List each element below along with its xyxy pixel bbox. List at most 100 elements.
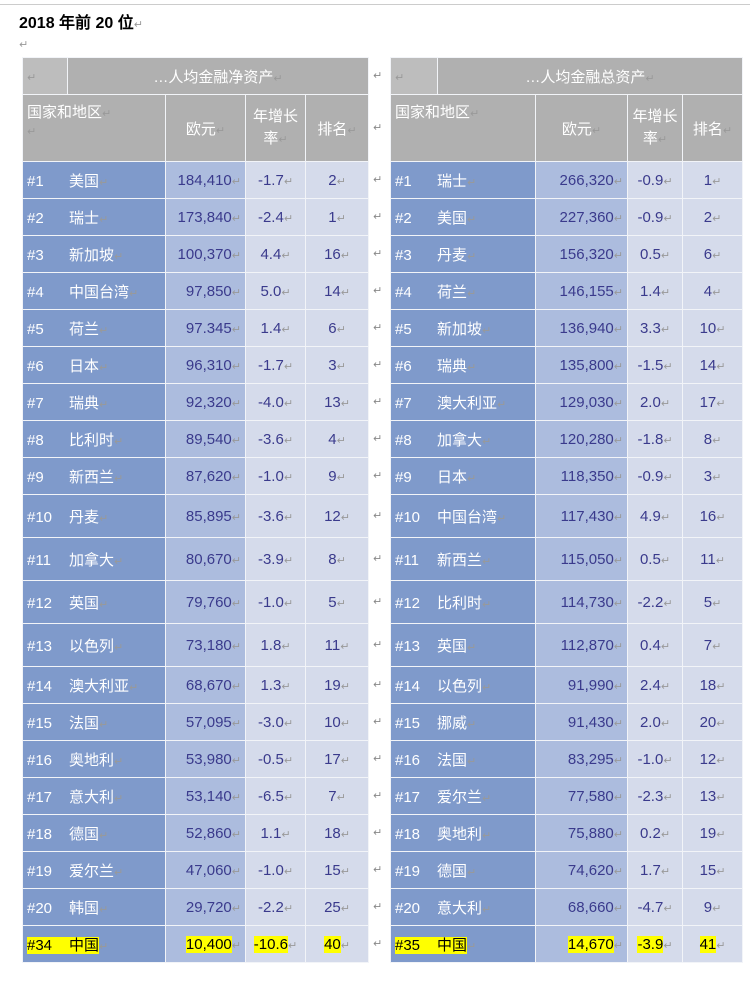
rank-cell: 8↵ xyxy=(681,420,744,458)
row-end-mark-icon: ↵ xyxy=(373,639,383,651)
country-cell: #16 法国↵ xyxy=(390,740,536,778)
country-cell: #17 意大利↵ xyxy=(22,777,166,815)
country-cell: #4 荷兰↵ xyxy=(390,272,536,310)
country-cell: #12 英国↵ xyxy=(22,580,166,624)
table-row: #1 瑞士↵ 266,320↵ -0.9↵ 1↵ xyxy=(390,161,744,199)
row-end-mark-icon: ↵ xyxy=(373,790,383,802)
position: #13 xyxy=(27,637,53,655)
country-cell: #10 丹麦↵ xyxy=(22,494,166,538)
row-end-mark-icon: ↵ xyxy=(373,679,383,691)
country-name: 意大利 xyxy=(437,899,483,917)
country-cell: #14 以色列↵ xyxy=(390,666,536,704)
growth-cell: -1.7↵ xyxy=(245,161,306,199)
rank-cell: 40↵ xyxy=(304,925,370,963)
row-end-mark-icon: ↵ xyxy=(373,938,383,950)
rank-cell: 17↵ xyxy=(304,740,370,778)
row-end-mark-icon: ↵ xyxy=(373,901,383,913)
country-name: 比利时 xyxy=(437,594,483,612)
row-end-mark-icon: ↵ xyxy=(373,322,383,334)
rank-cell: 11↵ xyxy=(304,623,370,667)
table-row: #5 荷兰↵ 97.345↵ 1.4↵ 6↵ xyxy=(22,309,370,347)
table-heading-row: ↵ …人均金融净资产↵ xyxy=(22,57,370,95)
rank-cell: 6↵ xyxy=(304,309,370,347)
country-cell: #9 新西兰↵ xyxy=(22,457,166,495)
euro-cell: 68,670↵ xyxy=(165,666,246,704)
growth-cell: -3.0↵ xyxy=(245,703,306,741)
growth-cell: -2.4↵ xyxy=(245,198,306,236)
euro-cell: 117,430↵ xyxy=(535,494,628,538)
table-row: #15 挪威↵ 91,430↵ 2.0↵ 20↵ xyxy=(390,703,744,741)
growth-cell: -1.0↵ xyxy=(627,740,683,778)
country-cell: #5 新加坡↵ xyxy=(390,309,536,347)
country-cell: #20 韩国↵ xyxy=(22,888,166,926)
growth-cell: -3.6↵ xyxy=(245,420,306,458)
rank-cell: 13↵ xyxy=(681,777,744,815)
euro-cell: 57,095↵ xyxy=(165,703,246,741)
growth-cell: -1.0↵ xyxy=(245,457,306,495)
table-heading: …人均金融总资产↵ xyxy=(436,57,744,95)
row-end-mark-icon: ↵ xyxy=(373,248,383,260)
euro-cell: 129,030↵ xyxy=(535,383,628,421)
country-name: 荷兰 xyxy=(69,320,100,338)
growth-cell: -3.6↵ xyxy=(245,494,306,538)
position: #16 xyxy=(27,751,53,769)
table-row: #13 以色列↵ 73,180↵ 1.8↵ 11↵ xyxy=(22,623,370,667)
country-name: 加拿大 xyxy=(69,551,115,569)
country-name: 奥地利 xyxy=(69,751,115,769)
euro-cell: 77,580↵ xyxy=(535,777,628,815)
euro-cell: 79,760↵ xyxy=(165,580,246,624)
euro-cell: 29,720↵ xyxy=(165,888,246,926)
country-cell: #14 澳大利亚↵ xyxy=(22,666,166,704)
country-cell: #13 英国↵ xyxy=(390,623,536,667)
country-name: 意大利 xyxy=(69,788,115,806)
growth-cell: -3.9↵ xyxy=(245,537,306,581)
rank-cell: 16↵ xyxy=(304,235,370,273)
country-name: 中国台湾 xyxy=(69,283,130,301)
total-assets-table: ↵ …人均金融总资产↵ 国家和地区↵ 欧元↵ 年增长率↵ 排名↵ #1 瑞士 ↵ 26… xyxy=(390,57,744,963)
row-end-mark-icon: ↵ xyxy=(373,510,383,522)
country-name: 以色列 xyxy=(69,637,115,655)
row-end-mark-icon: ↵ xyxy=(373,211,383,223)
rank-cell: 16↵ xyxy=(681,494,744,538)
china-row: #35 中国↵ 14,670↵ -3.9↵ 41↵ xyxy=(390,925,744,963)
country-cell: #19 德国↵ xyxy=(390,851,536,889)
country-cell: #6 日本↵ xyxy=(22,346,166,384)
country-name: 新西兰 xyxy=(437,551,483,569)
growth-cell: -1.8↵ xyxy=(627,420,683,458)
document-title: 2018 年前 20 位↵ xyxy=(19,9,143,33)
euro-cell: 75,880↵ xyxy=(535,814,628,852)
country-name: 瑞典 xyxy=(437,357,468,375)
euro-cell: 120,280↵ xyxy=(535,420,628,458)
row-end-mark-icon: ↵ xyxy=(373,359,383,371)
growth-cell: -1.5↵ xyxy=(627,346,683,384)
table-row: #8 比利时↵ 89,540↵ -3.6↵ 4↵ xyxy=(22,420,370,458)
row-end-mark-icon: ↵ xyxy=(373,716,383,728)
rank-cell: 3↵ xyxy=(304,346,370,384)
position: #12 xyxy=(395,594,421,612)
position: #7 xyxy=(395,394,412,412)
growth-cell: -4.0↵ xyxy=(245,383,306,421)
country-cell: #4 中国台湾↵ xyxy=(22,272,166,310)
table-row: #2 美国↵ 227,360↵ -0.9↵ 2↵ xyxy=(390,198,744,236)
position: #15 xyxy=(395,714,421,732)
position: #13 xyxy=(395,637,421,655)
country-cell: #9 日本↵ xyxy=(390,457,536,495)
country-cell: #11 新西兰↵ xyxy=(390,537,536,581)
position: #8 xyxy=(395,431,412,449)
rank-cell: 7↵ xyxy=(681,623,744,667)
country-name: 英国 xyxy=(69,594,100,612)
row-end-mark-icon: ↵ xyxy=(373,470,383,482)
col-growth: 年增长率↵ xyxy=(627,94,683,162)
country-cell: #12 比利时↵ xyxy=(390,580,536,624)
row-end-mark-icon: ↵ xyxy=(373,553,383,565)
country-name: 加拿大 xyxy=(437,431,483,449)
country-cell: #13 以色列↵ xyxy=(22,623,166,667)
country-name: 法国 xyxy=(437,751,468,769)
table-heading: …人均金融净资产↵ xyxy=(66,57,370,95)
table-row: #3 丹麦↵ 156,320↵ 0.5↵ 6↵ xyxy=(390,235,744,273)
rank-cell: 12↵ xyxy=(681,740,744,778)
euro-cell: 100,370↵ xyxy=(165,235,246,273)
country-cell: #8 比利时↵ xyxy=(22,420,166,458)
country-cell: #1 瑞士↵ xyxy=(390,161,536,199)
euro-cell: 80,670↵ xyxy=(165,537,246,581)
